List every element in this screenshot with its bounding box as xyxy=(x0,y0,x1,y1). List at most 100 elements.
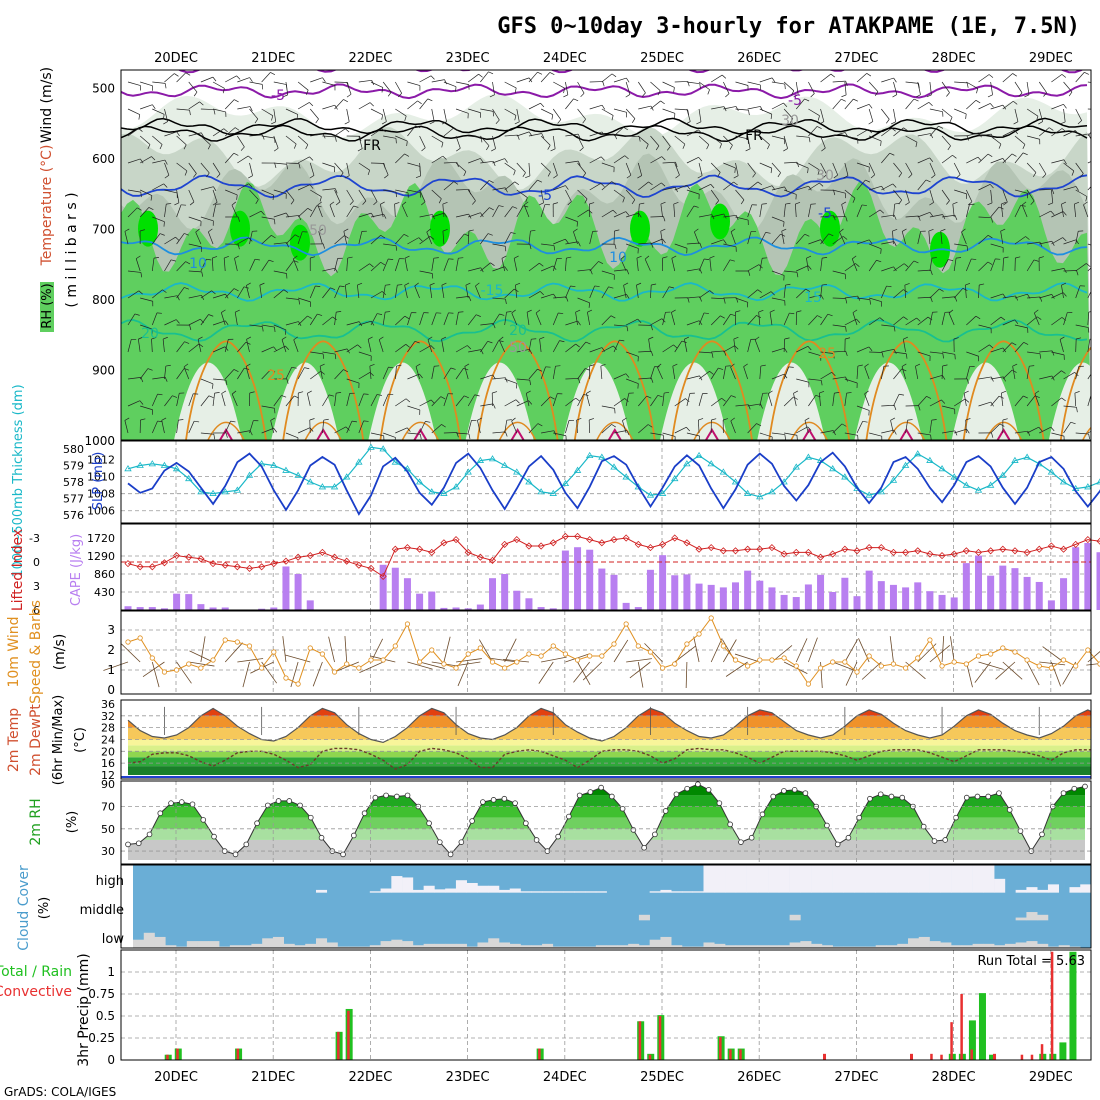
wind-barb-flag xyxy=(170,259,176,262)
wind-barb xyxy=(540,265,554,272)
wind-barb xyxy=(832,132,846,137)
wind-barb-flag xyxy=(698,418,704,421)
wind-axis-title: Wind (m/s) xyxy=(39,67,55,143)
wind10m-point xyxy=(1036,663,1042,669)
wind-barb xyxy=(686,81,700,85)
wind-barb xyxy=(1002,319,1015,326)
wind-barb xyxy=(808,182,820,191)
wind-barb xyxy=(1075,133,1089,137)
rh2m-point xyxy=(1071,785,1078,792)
wind-barb xyxy=(127,290,140,299)
cape-tick-label: 1290 xyxy=(87,550,115,563)
cloud-low-bar xyxy=(477,942,489,948)
cloud-low-bar xyxy=(197,941,209,948)
wind-barb-flag xyxy=(669,286,675,289)
wind-barb-flag xyxy=(865,179,871,183)
wind-barb-flag xyxy=(998,206,1004,210)
wind10m-point xyxy=(672,661,678,667)
wind-barb xyxy=(322,287,331,299)
precip-tick-label: 0.75 xyxy=(88,987,115,1001)
wind-barb xyxy=(344,285,348,299)
wind-barb xyxy=(1087,373,1091,380)
wind-barb xyxy=(419,98,429,110)
rh2m-point xyxy=(394,793,400,800)
wind-barb xyxy=(820,430,834,434)
wind-barb xyxy=(343,231,348,245)
lifted-index-point xyxy=(804,548,812,556)
wind-barb-flag xyxy=(358,321,363,327)
wind-barb xyxy=(552,393,558,407)
cloud-low-bar xyxy=(348,946,360,948)
temperature-contour-25 xyxy=(865,340,948,440)
rh2m-point xyxy=(469,818,475,824)
wind-barb-flag xyxy=(796,272,799,278)
wind-barb-flag xyxy=(901,363,907,367)
rh-color-band xyxy=(128,828,1085,840)
wind-barb xyxy=(771,297,785,301)
precip-convective-trace xyxy=(993,1053,996,1060)
wind-barb xyxy=(565,343,576,353)
wind10m-point xyxy=(684,641,690,647)
thickness-point xyxy=(172,465,181,472)
lifted-index-point xyxy=(537,542,545,550)
lifted-index-point xyxy=(889,548,898,556)
cloud-low-bar xyxy=(542,943,554,948)
wind-barb xyxy=(1026,108,1039,117)
wind-barb xyxy=(893,81,898,95)
cloud-low-bar xyxy=(617,945,629,948)
rh2m-point xyxy=(490,797,497,803)
wind-barb xyxy=(856,129,869,137)
rh2m-point xyxy=(372,794,379,801)
wind-barb xyxy=(1087,431,1091,434)
wind-barb xyxy=(467,73,479,83)
wind-barb xyxy=(1000,393,1004,407)
wind-barb xyxy=(464,366,469,380)
contour-label: -5 xyxy=(818,206,832,222)
cape-bar xyxy=(889,584,897,610)
wind-barb xyxy=(329,204,335,218)
wind-barb xyxy=(427,339,433,353)
wind-barb-flag xyxy=(212,256,218,259)
wind-barb-flag xyxy=(236,75,241,80)
wind10m-point xyxy=(453,665,459,671)
wind-barb xyxy=(370,108,383,116)
wind-barb xyxy=(419,312,424,326)
wind-barb-flag xyxy=(567,201,572,206)
wind-barb-flag xyxy=(1079,173,1084,178)
wind-barb-flag xyxy=(1024,94,1030,98)
rh-dry-spike xyxy=(271,362,340,440)
wind-barb-flag xyxy=(274,162,277,168)
rh2m-tick-label: 50 xyxy=(101,823,115,836)
wind-barb xyxy=(504,108,517,116)
wind-barb-flag xyxy=(565,296,569,302)
wind-barb xyxy=(966,351,979,357)
wind-barb xyxy=(747,106,761,110)
wind-barb xyxy=(856,204,863,218)
wind-barb-flag xyxy=(157,393,163,396)
wind-barb xyxy=(139,135,151,145)
cloud-high-bar xyxy=(789,865,801,893)
wind-barb xyxy=(281,339,287,353)
wind-barb-flag xyxy=(255,199,259,204)
wind-barb-flag xyxy=(893,349,897,354)
cape-bar xyxy=(428,591,436,610)
rh2m-frame xyxy=(120,780,1092,865)
contour-label: 50 xyxy=(509,340,527,356)
wind-barb-flag xyxy=(528,400,533,405)
wind-barb xyxy=(892,231,894,245)
cloud-high-bar xyxy=(735,865,747,893)
precip-convective-bar xyxy=(960,994,963,1060)
wind-barb-flag xyxy=(946,92,950,97)
wind-barb xyxy=(273,289,285,299)
cape-bar xyxy=(987,575,995,610)
wind10m-barb xyxy=(723,639,737,663)
wind-barb xyxy=(552,366,556,380)
wind-barb xyxy=(759,291,772,299)
wind-barb xyxy=(224,339,229,353)
wind10m-point xyxy=(210,657,216,663)
rh2m-point xyxy=(931,838,938,844)
rh2m-point xyxy=(533,837,540,843)
wind-barb xyxy=(893,316,904,326)
wind-barb xyxy=(164,236,176,245)
precip-convective-bar xyxy=(347,1010,350,1060)
